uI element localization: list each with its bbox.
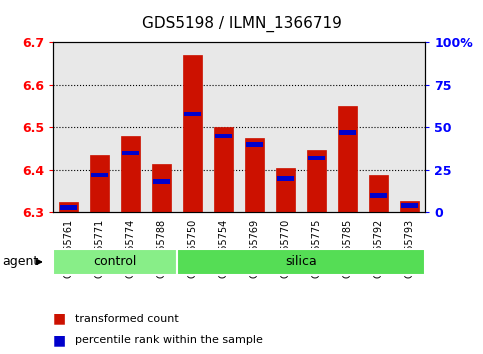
Bar [246,142,263,147]
Bar [363,42,394,212]
Bar [308,156,325,160]
Bar [270,42,301,212]
Bar [90,155,109,212]
Bar [332,42,363,212]
Text: GDS5198 / ILMN_1366719: GDS5198 / ILMN_1366719 [142,16,341,32]
Bar [338,106,357,212]
Bar [59,202,78,212]
Bar [301,42,332,212]
Bar [184,55,202,212]
Bar [152,164,171,212]
Text: agent: agent [2,256,39,268]
Bar [401,203,418,208]
FancyBboxPatch shape [177,249,425,275]
Bar [370,193,387,198]
Bar [245,138,264,212]
Bar [146,42,177,212]
Bar [122,150,139,155]
Bar [215,133,232,138]
Text: control: control [93,256,137,268]
Bar [53,42,84,212]
Bar [214,127,233,212]
Bar [369,175,388,212]
Bar [239,42,270,212]
Bar [177,42,208,212]
Bar [154,179,170,184]
Bar [340,130,356,135]
Bar [91,173,108,177]
Text: ■: ■ [53,312,66,326]
Bar [121,136,140,212]
Bar [115,42,146,212]
Text: ■: ■ [53,333,66,347]
FancyBboxPatch shape [53,249,177,275]
Bar [400,201,419,212]
Text: transformed count: transformed count [75,314,179,324]
Text: percentile rank within the sample: percentile rank within the sample [75,335,263,345]
Text: silica: silica [285,256,317,268]
Bar [208,42,239,212]
Bar [277,176,294,181]
Bar [60,205,77,210]
Bar [307,150,326,212]
Bar [185,112,201,116]
Bar [84,42,115,212]
Bar [276,168,295,212]
Bar [394,42,425,212]
